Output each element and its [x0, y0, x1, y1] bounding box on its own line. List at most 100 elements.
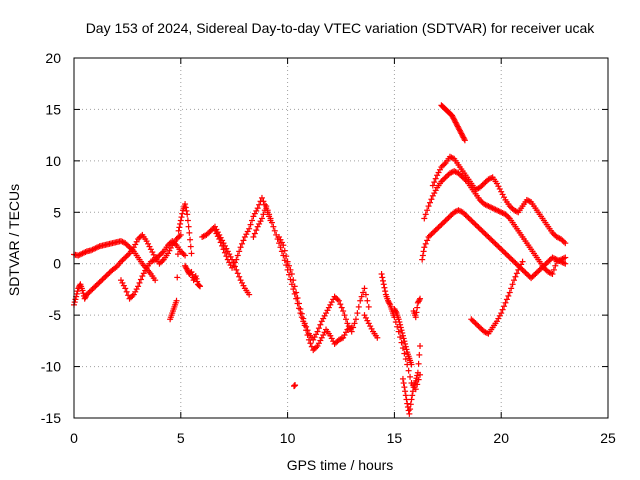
data-point-track-n-fill — [396, 319, 403, 325]
data-point-track-a — [152, 277, 159, 284]
data-point-track-m — [404, 400, 411, 407]
data-point-track-r — [562, 240, 569, 247]
data-point-track-b — [92, 283, 99, 290]
data-point-track-h — [310, 347, 317, 354]
data-point-track-i-fill — [358, 293, 365, 300]
data-point-track-p — [446, 213, 453, 220]
data-point-track-b-fill — [125, 251, 132, 258]
data-point-track-l — [395, 328, 402, 335]
data-point-track-i-fill — [362, 291, 369, 298]
data-point-track-b-fill — [71, 299, 78, 306]
data-point-track-i-fill — [295, 300, 302, 307]
data-point-track-m-fill — [415, 360, 422, 367]
data-points — [71, 102, 569, 417]
data-point-track-g-fill — [256, 201, 263, 208]
data-point-track-l-fill — [379, 274, 386, 281]
data-point-track-f — [246, 291, 253, 298]
data-point-track-p-fill — [501, 249, 508, 256]
data-point-track-p-fill — [475, 224, 482, 231]
data-point-track-c-fill — [119, 279, 126, 286]
data-point-track-m-fill — [400, 380, 407, 387]
data-point-track-h-fill — [283, 262, 290, 269]
data-point-track-q — [429, 192, 436, 199]
data-point-track-f-fill — [227, 253, 234, 260]
data-point-track-g-fill — [217, 239, 224, 246]
data-point-track-g-fill — [223, 253, 230, 260]
data-point-track-h — [267, 215, 274, 222]
data-point-track-h-fill — [266, 211, 273, 218]
data-point-track-l-fill — [407, 373, 414, 380]
data-point-track-c-fill — [157, 251, 164, 258]
y-tick-label: -15 — [41, 410, 61, 426]
data-point-track-q — [442, 174, 449, 181]
data-point-track-g-fill — [239, 240, 246, 247]
data-point-track-i-fill — [281, 247, 288, 254]
data-point-track-t-fill — [503, 296, 510, 303]
data-point-track-p — [502, 250, 509, 257]
plot-frame — [73, 57, 609, 419]
data-point-track-p-fill — [428, 231, 435, 238]
data-point-track-c-fill — [172, 240, 179, 247]
data-point-track-p — [421, 244, 428, 251]
data-point-track-g — [250, 213, 257, 220]
data-point-track-b-fill — [86, 288, 93, 295]
data-point-track-n — [402, 340, 409, 347]
data-point-track-r-fill — [448, 154, 455, 161]
data-point-track-p — [511, 258, 518, 265]
data-point-track-i-fill — [364, 297, 371, 304]
data-point-track-f-fill — [234, 270, 241, 277]
data-point-track-h-fill — [257, 218, 264, 225]
data-point-track-h — [250, 233, 257, 240]
data-point-track-p — [438, 221, 445, 228]
data-point-track-r-fill — [526, 198, 533, 205]
data-point-track-o-fill — [416, 297, 423, 304]
data-point-track-p-fill — [543, 260, 550, 267]
data-point-track-t-fill — [508, 285, 515, 292]
x-tick-label: 5 — [177, 430, 185, 446]
data-point-track-d-fill — [187, 236, 194, 243]
data-point-track-p — [532, 271, 539, 277]
data-point-track-r-fill — [499, 191, 506, 198]
data-point-track-h-fill — [321, 329, 328, 336]
data-point-track-h — [318, 334, 325, 341]
data-point-track-d-fill — [179, 210, 186, 217]
data-point-track-g-fill — [219, 242, 226, 249]
data-point-track-m-fill — [409, 388, 416, 395]
data-point-track-t-fill — [495, 315, 502, 322]
data-point-track-p-fill — [469, 218, 476, 225]
data-point-track-e-fill — [195, 281, 202, 288]
y-tick-label: 0 — [53, 256, 61, 272]
data-point-track-d — [182, 201, 189, 208]
data-point-track-g — [241, 233, 248, 240]
data-point-track-t-fill — [483, 329, 490, 336]
data-point-track-p-fill — [448, 212, 455, 219]
data-point-track-k — [361, 312, 368, 319]
data-point-track-q — [421, 215, 428, 222]
data-point-track-n — [395, 316, 402, 323]
data-point-track-r-fill — [513, 208, 520, 215]
data-point-track-t-fill — [478, 325, 485, 332]
data-point-track-d-fill — [185, 223, 192, 230]
data-point-track-f-fill — [206, 229, 213, 236]
data-point-track-p-fill — [424, 237, 431, 244]
data-point-track-f — [220, 240, 227, 247]
data-point-track-r-fill — [560, 238, 567, 245]
data-point-track-i — [314, 328, 321, 335]
data-point-track-p-fill — [435, 224, 442, 231]
data-point-track-i — [357, 297, 364, 304]
data-point-track-i-fill — [324, 307, 331, 314]
data-point-track-d — [188, 250, 195, 257]
data-point-track-g — [237, 244, 244, 251]
data-point-track-g-fill — [249, 217, 255, 224]
data-point-track-b-fill — [174, 234, 181, 241]
data-point-track-c-fill — [136, 279, 143, 286]
data-point-track-h — [280, 252, 287, 259]
data-point-track-t-fill — [518, 261, 525, 268]
data-point-track-h — [254, 223, 261, 230]
data-point-track-i-fill — [350, 324, 357, 331]
data-point-track-p — [464, 213, 471, 220]
data-point-track-q-fill — [452, 168, 459, 175]
data-point-track-h-fill — [253, 227, 260, 234]
data-point-track-p-fill — [495, 243, 502, 250]
